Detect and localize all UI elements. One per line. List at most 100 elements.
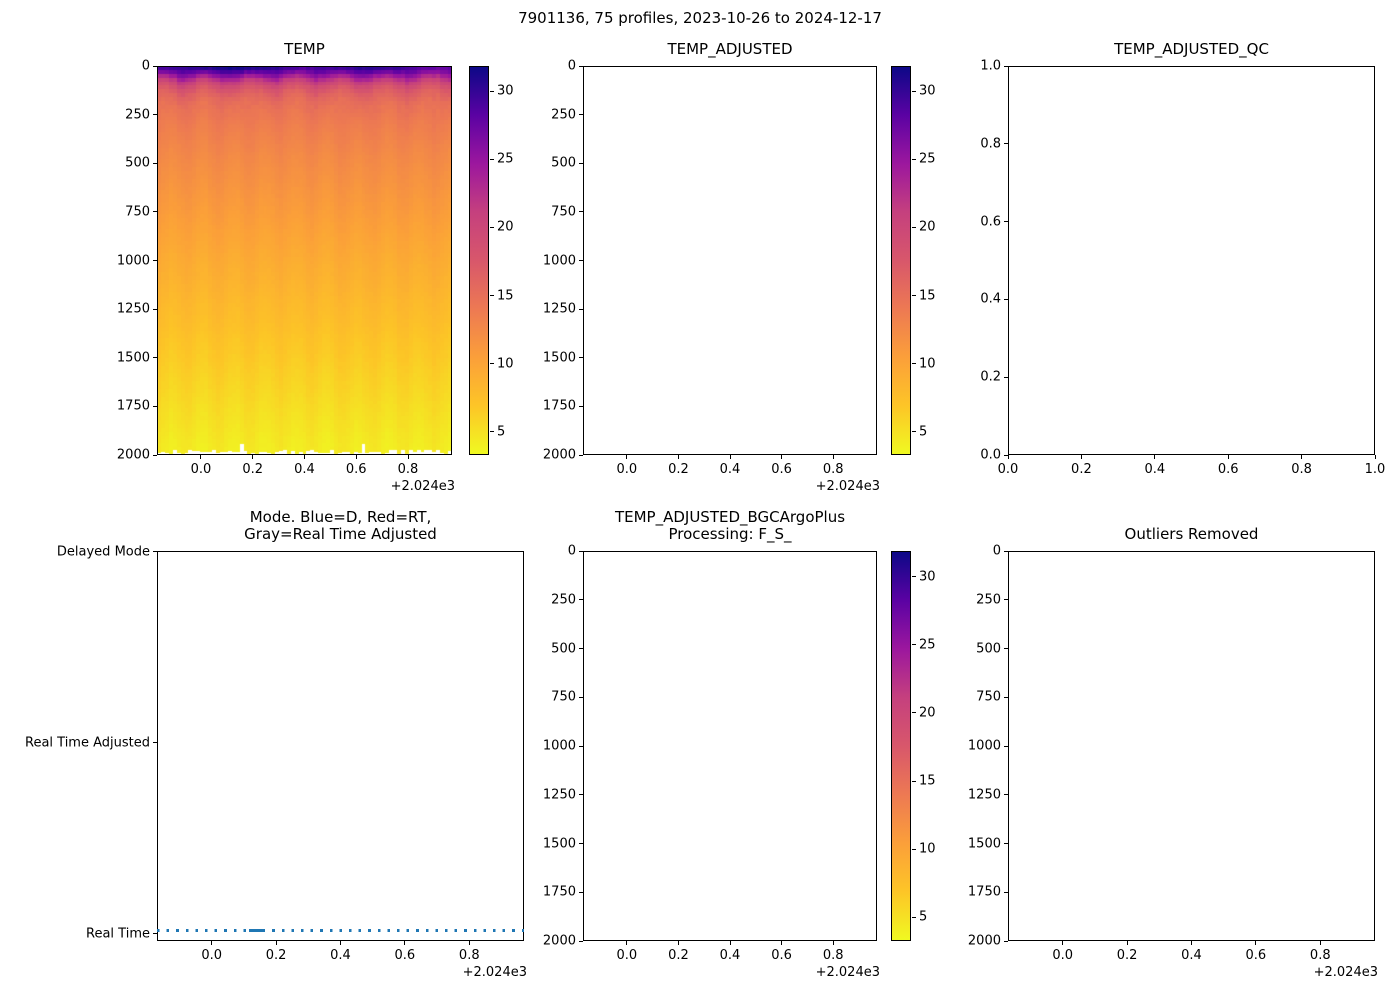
x-tick	[1227, 455, 1229, 459]
y-tick	[153, 308, 157, 310]
y-tick	[1004, 745, 1008, 747]
colorbar-tick-label: 20	[919, 219, 936, 235]
x-tick	[677, 941, 679, 945]
y-tick-label: Real Time	[86, 926, 150, 942]
colorbar-tick-label: 20	[497, 219, 514, 235]
x-tick	[340, 941, 341, 945]
colorbar-tick	[912, 848, 916, 850]
colorbar-tick	[912, 90, 916, 92]
axis-offset-label: +2.024e3	[390, 479, 455, 494]
y-tick-label: 1500	[542, 836, 576, 851]
y-tick	[1004, 143, 1008, 145]
colorbar-tick-label: 5	[919, 909, 928, 925]
y-tick	[579, 891, 583, 893]
y-tick	[1004, 843, 1008, 844]
x-tick	[781, 455, 783, 459]
y-tick	[153, 114, 157, 116]
x-tick	[1154, 455, 1156, 459]
y-tick-label: 250	[976, 592, 1001, 608]
y-tick	[579, 405, 583, 407]
subplot-temp-adjusted: TEMP_ADJUSTED 0.0 0.2 0.4 0.6 0.8 +2.024e3 0 25…	[543, 41, 880, 495]
x-tick-label: 0.0	[616, 948, 638, 963]
y-tick-label: 0.6	[980, 214, 1001, 230]
axes-frame	[157, 551, 524, 941]
temp-heatmap-image	[157, 66, 452, 455]
colorbar-tick-label: 5	[919, 424, 928, 440]
y-tick-label: 0.0	[980, 447, 1001, 463]
x-tick	[832, 941, 834, 945]
y-tick	[1004, 794, 1008, 796]
y-tick-label: 500	[125, 155, 150, 171]
y-tick-label: 1000	[542, 738, 576, 754]
y-tick-label: Real Time Adjusted	[25, 735, 150, 751]
y-tick	[1004, 454, 1008, 456]
x-tick-label: 0.2	[668, 462, 689, 477]
y-tick-label: 250	[551, 107, 576, 123]
y-tick	[579, 114, 583, 116]
x-tick-label: 0.6	[771, 948, 792, 963]
colorbar-tick-label: 25	[497, 151, 514, 167]
y-tick	[579, 550, 583, 552]
subplot-outliers-removed-title: Outliers Removed	[1124, 525, 1259, 543]
subplot-temp-title: TEMP	[284, 40, 325, 58]
y-tick-label: 1750	[967, 884, 1001, 900]
x-tick	[677, 455, 679, 459]
x-tick-label: 0.2	[1116, 948, 1138, 963]
colorbar-tick	[912, 226, 916, 228]
y-tick	[153, 454, 157, 456]
y-tick	[153, 162, 157, 164]
x-tick	[404, 941, 406, 945]
colorbar-tick	[912, 363, 916, 364]
x-tick	[781, 941, 783, 945]
y-tick-label: 0	[992, 543, 1001, 559]
subplot-mode-title-line1: Mode. Blue=D, Red=RT,	[249, 508, 432, 526]
colorbar-tick-label: 30	[497, 83, 514, 99]
x-tick-label: 0.8	[458, 948, 480, 963]
y-tick-label: 2000	[116, 447, 150, 463]
x-tick	[729, 941, 731, 945]
x-tick-label: 0.6	[1245, 948, 1267, 963]
y-tick	[579, 794, 583, 796]
x-tick-label: 0.6	[394, 948, 416, 963]
y-tick-label: 1500	[116, 350, 150, 366]
y-tick-label: 1750	[116, 398, 150, 414]
x-tick	[200, 455, 202, 459]
y-tick	[579, 308, 583, 310]
x-tick-label: 0.0	[616, 462, 638, 477]
y-tick-label: 1250	[116, 301, 150, 317]
axes-frame	[157, 66, 452, 455]
subplot-temp-adjusted-bgc-title: TEMP_ADJUSTED_BGCArgoPlus Processing: F_…	[543, 509, 917, 543]
y-tick	[153, 551, 157, 553]
colorbar-temp-adjusted-bgc: 5 10 15 20 25 30	[891, 551, 936, 941]
y-tick-label: 1250	[542, 301, 576, 317]
mode-dotted-line	[157, 929, 524, 932]
x-tick-label: 0.4	[330, 948, 351, 963]
x-tick	[1062, 941, 1064, 945]
y-tick	[579, 599, 583, 601]
x-tick-label: 0.0	[201, 948, 223, 963]
y-tick-label: 0.2	[980, 369, 1001, 385]
colorbar-temp-adjusted: 5 10 15 20 25 30	[891, 66, 936, 455]
x-tick	[211, 941, 213, 945]
y-tick-label: 1750	[542, 398, 576, 414]
y-tick-label: 0.8	[980, 136, 1001, 152]
colorbar-tick-label: 15	[497, 288, 514, 303]
subplot-mode: Mode. Blue=D, Red=RT, Gray=Real Time Adj…	[25, 509, 527, 981]
colorbar-tick	[912, 712, 916, 714]
colorbar-tick	[490, 295, 494, 296]
x-tick-label: 0.0	[997, 462, 1019, 477]
y-tick	[153, 211, 157, 213]
x-tick-label: 0.0	[1052, 948, 1074, 963]
y-tick	[1004, 648, 1008, 649]
x-tick	[729, 455, 731, 459]
y-tick	[153, 260, 157, 261]
x-tick	[1007, 455, 1009, 459]
y-tick-label: 250	[551, 592, 576, 608]
y-tick	[1004, 221, 1008, 223]
x-tick	[1191, 941, 1192, 945]
x-tick	[468, 941, 470, 945]
subplot-outliers-removed: Outliers Removed 0.0 0.2 0.4 0.6 0.8 +2.024e3…	[968, 526, 1378, 981]
x-tick	[1319, 941, 1321, 945]
colorbar-tick-label: 25	[919, 151, 936, 167]
y-tick	[579, 65, 583, 67]
